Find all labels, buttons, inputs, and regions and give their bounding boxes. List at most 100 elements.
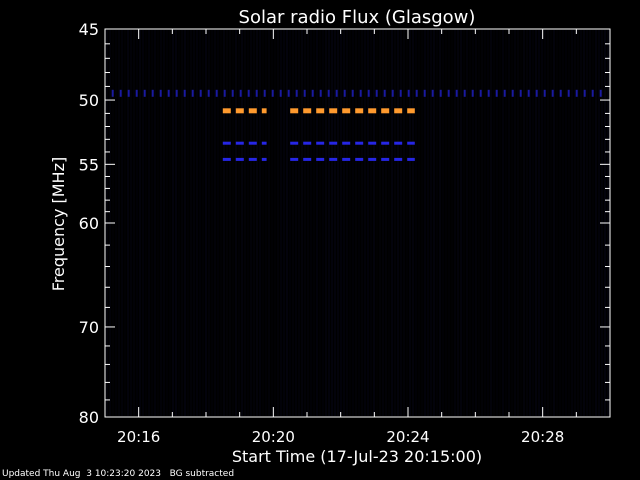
- emission-segment-weak: [335, 89, 338, 97]
- noise-stripe: [133, 30, 135, 416]
- noise-stripe: [196, 30, 198, 416]
- emission-segment-weak: [343, 89, 346, 97]
- emission-segment-weak: [223, 89, 226, 97]
- emission-segment-weak: [455, 89, 458, 97]
- noise-stripe: [346, 30, 348, 416]
- noise-stripe: [151, 30, 153, 416]
- noise-stripe: [220, 30, 222, 416]
- noise-stripe: [511, 30, 513, 416]
- noise-stripe: [388, 30, 390, 416]
- noise-stripe: [226, 30, 228, 416]
- noise-stripe: [466, 30, 468, 416]
- noise-stripe: [553, 30, 555, 416]
- emission-segment-weak: [135, 89, 138, 97]
- x-tick-label: 20:28: [521, 428, 564, 446]
- emission-segment-weak: [559, 89, 562, 97]
- emission-segment-weak: [327, 89, 330, 97]
- y-axis-ticks: 45 50 55 60 70 80: [79, 20, 610, 427]
- noise-stripe: [361, 30, 363, 416]
- emission-segment-strong: [303, 108, 312, 114]
- noise-stripe: [514, 30, 516, 416]
- noise-stripe: [247, 30, 249, 416]
- noise-stripe: [298, 30, 300, 416]
- noise-stripe: [136, 30, 138, 416]
- noise-stripe: [295, 30, 297, 416]
- noise-stripe: [403, 30, 405, 416]
- emission-segment-weak: [543, 89, 546, 97]
- emission-segment-strong: [329, 108, 338, 114]
- emission-segment-strong: [261, 108, 267, 114]
- emission-segment-weak: [295, 89, 298, 97]
- emission-segment-weak: [551, 89, 554, 97]
- emission-segment-medium: [316, 141, 325, 145]
- noise-stripe: [121, 30, 123, 416]
- emission-segment-weak: [119, 89, 122, 97]
- noise-stripe: [157, 30, 159, 416]
- emission-segment-weak: [231, 89, 234, 97]
- emission-segment-weak: [239, 89, 242, 97]
- noise-stripe: [343, 30, 345, 416]
- noise-stripe: [571, 30, 573, 416]
- noise-stripe: [193, 30, 195, 416]
- noise-stripe: [223, 30, 225, 416]
- emission-segment-strong: [407, 108, 415, 114]
- emission-segment-medium: [381, 157, 390, 161]
- noise-stripe: [526, 30, 528, 416]
- noise-stripe: [187, 30, 189, 416]
- emission-segment-weak: [447, 89, 450, 97]
- emission-segment-weak: [279, 89, 282, 97]
- noise-stripe: [202, 30, 204, 416]
- x-axis-ticks: 20:16 20:20 20:24 20:28: [104, 29, 611, 446]
- noise-stripe: [589, 30, 591, 416]
- noise-stripe: [445, 30, 447, 416]
- emission-segment-weak: [391, 89, 394, 97]
- noise-stripe: [310, 30, 312, 416]
- noise-stripe: [409, 30, 411, 416]
- emission-segment-medium: [290, 141, 299, 145]
- noise-stripe: [469, 30, 471, 416]
- emission-segment-weak: [319, 89, 322, 97]
- noise-stripe: [559, 30, 561, 416]
- emission-segment-medium: [261, 141, 267, 145]
- noise-stripe: [364, 30, 366, 416]
- noise-stripe: [184, 30, 186, 416]
- noise-stripe: [199, 30, 201, 416]
- chart-title: Solar radio Flux (Glasgow): [239, 7, 476, 28]
- emission-segment-strong: [316, 108, 325, 114]
- emission-segment-medium: [303, 157, 312, 161]
- emission-segment-weak: [367, 89, 370, 97]
- noise-stripe: [244, 30, 246, 416]
- emission-segment-weak: [151, 89, 154, 97]
- emission-segment-weak: [487, 89, 490, 97]
- emission-segment-medium: [355, 141, 364, 145]
- noise-stripe: [502, 30, 504, 416]
- noise-stripe: [490, 30, 492, 416]
- emission-segment-medium: [342, 141, 351, 145]
- noise-stripe: [325, 30, 327, 416]
- emission-segment-weak: [399, 89, 402, 97]
- noise-stripe: [436, 30, 438, 416]
- emission-segment-weak: [567, 89, 570, 97]
- emission-segment-medium: [407, 141, 415, 145]
- noise-stripe: [307, 30, 309, 416]
- noise-stripe: [241, 30, 243, 416]
- y-tick-label: 45: [79, 20, 99, 39]
- y-tick-label: 80: [79, 408, 99, 427]
- emission-segment-weak: [423, 89, 426, 97]
- emission-segment-weak: [143, 89, 146, 97]
- noise-stripe: [283, 30, 285, 416]
- noise-stripe: [532, 30, 534, 416]
- noise-stripe: [160, 30, 162, 416]
- noise-stripe: [373, 30, 375, 416]
- noise-stripe: [145, 30, 147, 416]
- noise-stripe: [379, 30, 381, 416]
- noise-stripe: [523, 30, 525, 416]
- noise-stripe: [172, 30, 174, 416]
- emission-segment-medium: [316, 157, 325, 161]
- noise-stripe: [484, 30, 486, 416]
- emission-segment-strong: [368, 108, 377, 114]
- emission-segment-weak: [511, 89, 514, 97]
- emission-segment-weak: [495, 89, 498, 97]
- noise-layer: [106, 30, 609, 416]
- noise-stripe: [331, 30, 333, 416]
